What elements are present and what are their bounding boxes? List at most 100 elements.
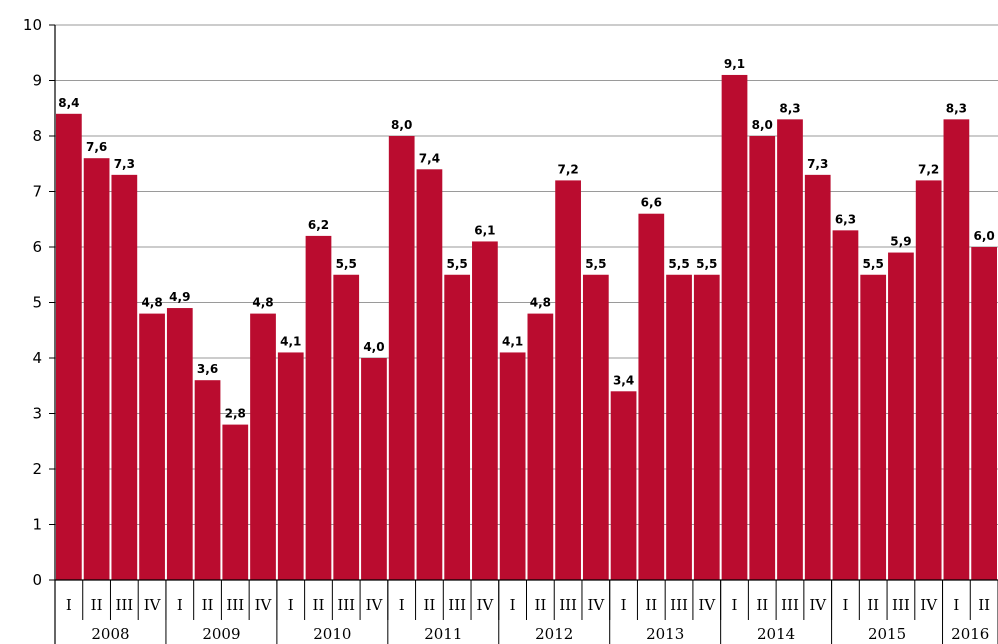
bar	[555, 180, 581, 580]
bar	[832, 230, 859, 580]
y-tick-label: 4	[32, 349, 42, 367]
bar	[56, 113, 82, 581]
bar	[610, 391, 637, 580]
quarter-label: IV	[587, 596, 605, 614]
quarter-label: III	[892, 596, 910, 614]
quarter-label: IV	[920, 596, 938, 614]
axes	[49, 24, 998, 644]
data-label: 4,0	[363, 340, 384, 354]
bar	[638, 213, 665, 580]
y-tick-label: 1	[32, 516, 42, 534]
data-label: 6,3	[835, 212, 856, 226]
bar	[444, 274, 471, 580]
quarter-label: II	[202, 596, 214, 614]
bar	[915, 180, 942, 580]
quarter-label: I	[510, 596, 516, 614]
labels: 0123456789108,4I7,6II7,3III4,8IV4,9I3,6I…	[23, 16, 995, 643]
quarter-label: III	[670, 596, 688, 614]
bar	[527, 313, 554, 580]
data-label: 3,4	[613, 373, 634, 387]
quarter-label: III	[337, 596, 355, 614]
quarter-label: III	[115, 596, 133, 614]
data-label: 7,2	[557, 162, 578, 176]
quarter-label: II	[867, 596, 879, 614]
bar	[222, 424, 249, 580]
bar	[943, 119, 970, 580]
year-label: 2014	[757, 625, 795, 643]
quarter-label: IV	[698, 596, 716, 614]
data-label: 8,4	[58, 96, 79, 110]
bar	[250, 313, 276, 580]
quarter-label: IV	[144, 596, 162, 614]
data-label: 5,5	[696, 257, 717, 271]
data-label: 8,3	[946, 101, 967, 115]
quarter-label: I	[732, 596, 738, 614]
data-label: 7,2	[918, 162, 939, 176]
data-label: 9,1	[724, 57, 745, 71]
quarter-label: III	[448, 596, 466, 614]
data-label: 4,8	[252, 296, 273, 310]
quarter-label: I	[66, 596, 72, 614]
quarter-label: II	[91, 596, 103, 614]
data-label: 5,5	[668, 257, 689, 271]
year-label: 2008	[91, 625, 129, 643]
bar	[860, 274, 887, 580]
year-label: 2011	[424, 625, 462, 643]
data-label: 8,0	[752, 118, 773, 132]
y-tick-label: 2	[32, 460, 42, 478]
quarter-label: IV	[477, 596, 495, 614]
data-label: 5,5	[585, 257, 606, 271]
bar	[111, 174, 138, 580]
quarter-label: III	[559, 596, 577, 614]
quarter-label: II	[978, 596, 990, 614]
bar	[388, 136, 415, 580]
bars	[56, 74, 997, 581]
data-label: 7,3	[114, 157, 135, 171]
year-label: 2009	[202, 625, 240, 643]
quarter-label: IV	[255, 596, 273, 614]
quarter-label: I	[621, 596, 627, 614]
year-label: 2015	[868, 625, 906, 643]
quarter-label: II	[534, 596, 546, 614]
bar	[749, 136, 776, 580]
y-tick-label: 7	[32, 183, 42, 201]
quarter-label: I	[399, 596, 405, 614]
data-label: 2,8	[225, 407, 246, 421]
quarter-label: III	[226, 596, 244, 614]
bar	[305, 235, 332, 580]
quarter-label: IV	[366, 596, 384, 614]
data-label: 6,1	[474, 223, 495, 237]
quarter-label: I	[842, 596, 848, 614]
quarter-label: IV	[809, 596, 827, 614]
data-label: 4,8	[530, 296, 551, 310]
bar	[194, 380, 221, 580]
data-label: 6,0	[973, 229, 994, 243]
quarter-label: II	[423, 596, 435, 614]
data-label: 7,6	[86, 140, 107, 154]
bar	[693, 274, 720, 580]
y-tick-label: 10	[23, 16, 42, 34]
data-label: 8,3	[779, 101, 800, 115]
y-tick-label: 5	[32, 294, 42, 312]
data-label: 5,9	[890, 235, 911, 249]
bar	[777, 119, 803, 580]
quarter-label: II	[645, 596, 657, 614]
data-label: 5,5	[447, 257, 468, 271]
bar	[582, 274, 609, 580]
data-label: 4,1	[280, 334, 301, 348]
bar	[166, 308, 193, 580]
bar	[666, 274, 692, 580]
bar	[971, 247, 997, 580]
data-label: 5,5	[336, 257, 357, 271]
quarter-label: II	[313, 596, 325, 614]
year-label: 2012	[535, 625, 573, 643]
bar	[888, 252, 914, 581]
data-label: 5,5	[863, 257, 884, 271]
quarter-label: I	[288, 596, 294, 614]
data-label: 6,2	[308, 218, 329, 232]
quarter-label: I	[953, 596, 959, 614]
data-label: 3,6	[197, 362, 218, 376]
year-label: 2013	[646, 625, 684, 643]
bar	[83, 158, 110, 580]
